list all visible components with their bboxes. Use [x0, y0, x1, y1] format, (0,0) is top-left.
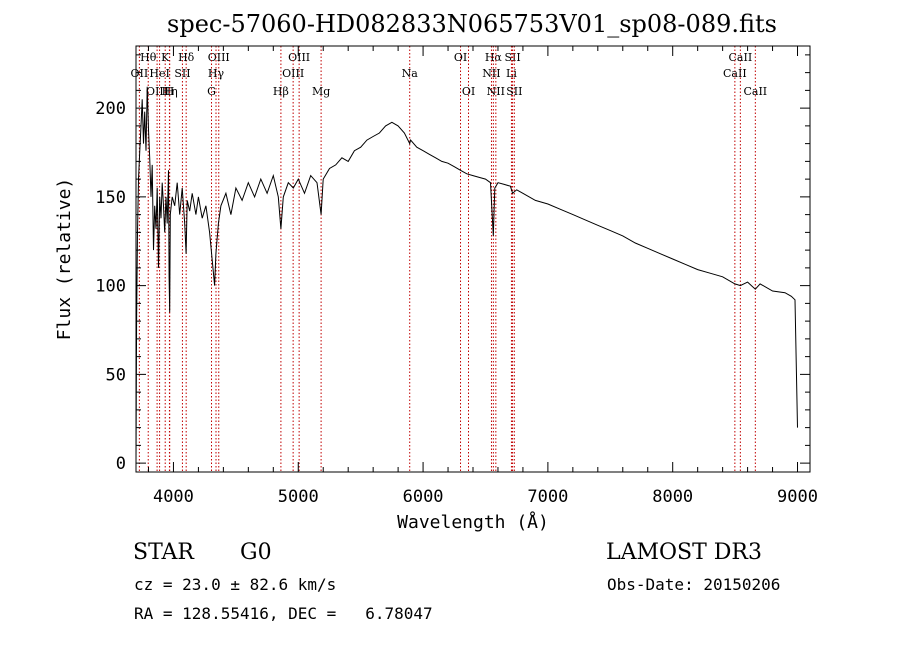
line-marker-label: OII — [131, 67, 149, 80]
redshift-cz: cz = 23.0 ± 82.6 km/s — [134, 575, 337, 594]
line-marker-label: CaII — [723, 67, 747, 80]
line-marker-label: Mg — [312, 85, 330, 98]
axes: 4000 5000 6000 7000 8000 9000 0 50 100 150 200 — [95, 46, 818, 507]
line-marker-label: NII — [482, 67, 500, 80]
x-axis-label: Wavelength (Å) — [397, 511, 549, 533]
line-marker-label: G — [207, 85, 216, 98]
y-tick-label: 200 — [95, 99, 126, 119]
line-marker-label: NII — [487, 85, 505, 98]
line-marker-label: OI — [462, 85, 475, 98]
line-marker-label: Hθ — [140, 51, 157, 64]
x-tick-label: 4000 — [153, 487, 194, 507]
line-marker-label: Hδ — [178, 51, 195, 64]
x-tick-label: 8000 — [652, 487, 693, 507]
plot-frame — [135, 45, 811, 473]
y-tick-label: 150 — [95, 188, 126, 208]
line-marker-label: HeI — [149, 67, 169, 80]
line-marker-label: K — [161, 51, 170, 64]
chart-title: spec-57060-HD082833N065753V01_sp08-089.f… — [167, 10, 777, 38]
line-marker-label: OI — [454, 51, 467, 64]
object-class: STAR — [133, 540, 194, 565]
x-tick-label: 6000 — [403, 487, 444, 507]
line-marker-label: OIII — [288, 51, 310, 64]
spectrum-line — [135, 86, 798, 464]
y-tick-label: 100 — [95, 277, 126, 297]
object-subclass: G0 — [240, 540, 272, 565]
line-marker-label: OIII — [282, 67, 304, 80]
y-axis-label: Flux (relative) — [54, 178, 75, 341]
line-marker-label: CaII — [729, 51, 753, 64]
line-marker-label: H — [165, 85, 175, 98]
line-marker-label: SII — [506, 85, 522, 98]
x-tick-label: 5000 — [278, 487, 319, 507]
survey-name: LAMOST DR3 — [606, 540, 762, 565]
y-tick-label: 50 — [106, 365, 126, 385]
line-marker-label: SII — [174, 67, 190, 80]
line-marker-label: CaII — [743, 85, 767, 98]
x-tick-label: 9000 — [777, 487, 818, 507]
line-marker-label: Hα — [485, 51, 503, 64]
line-marker-label: OIII — [146, 85, 168, 98]
obs-date: Obs-Date: 20150206 — [607, 575, 781, 594]
x-tick-label: 7000 — [527, 487, 568, 507]
line-marker-label: SII — [504, 51, 520, 64]
line-marker-label: Na — [402, 67, 419, 80]
spectrum-series — [135, 86, 798, 464]
line-marker-label: OIII — [208, 51, 230, 64]
coordinates: RA = 128.55416, DEC = 6.78047 — [134, 604, 433, 623]
line-marker-label: Hβ — [273, 85, 289, 98]
y-tick-label: 0 — [116, 454, 126, 474]
line-marker-label: Hγ — [208, 67, 225, 80]
line-marker-label: Li — [506, 67, 517, 80]
